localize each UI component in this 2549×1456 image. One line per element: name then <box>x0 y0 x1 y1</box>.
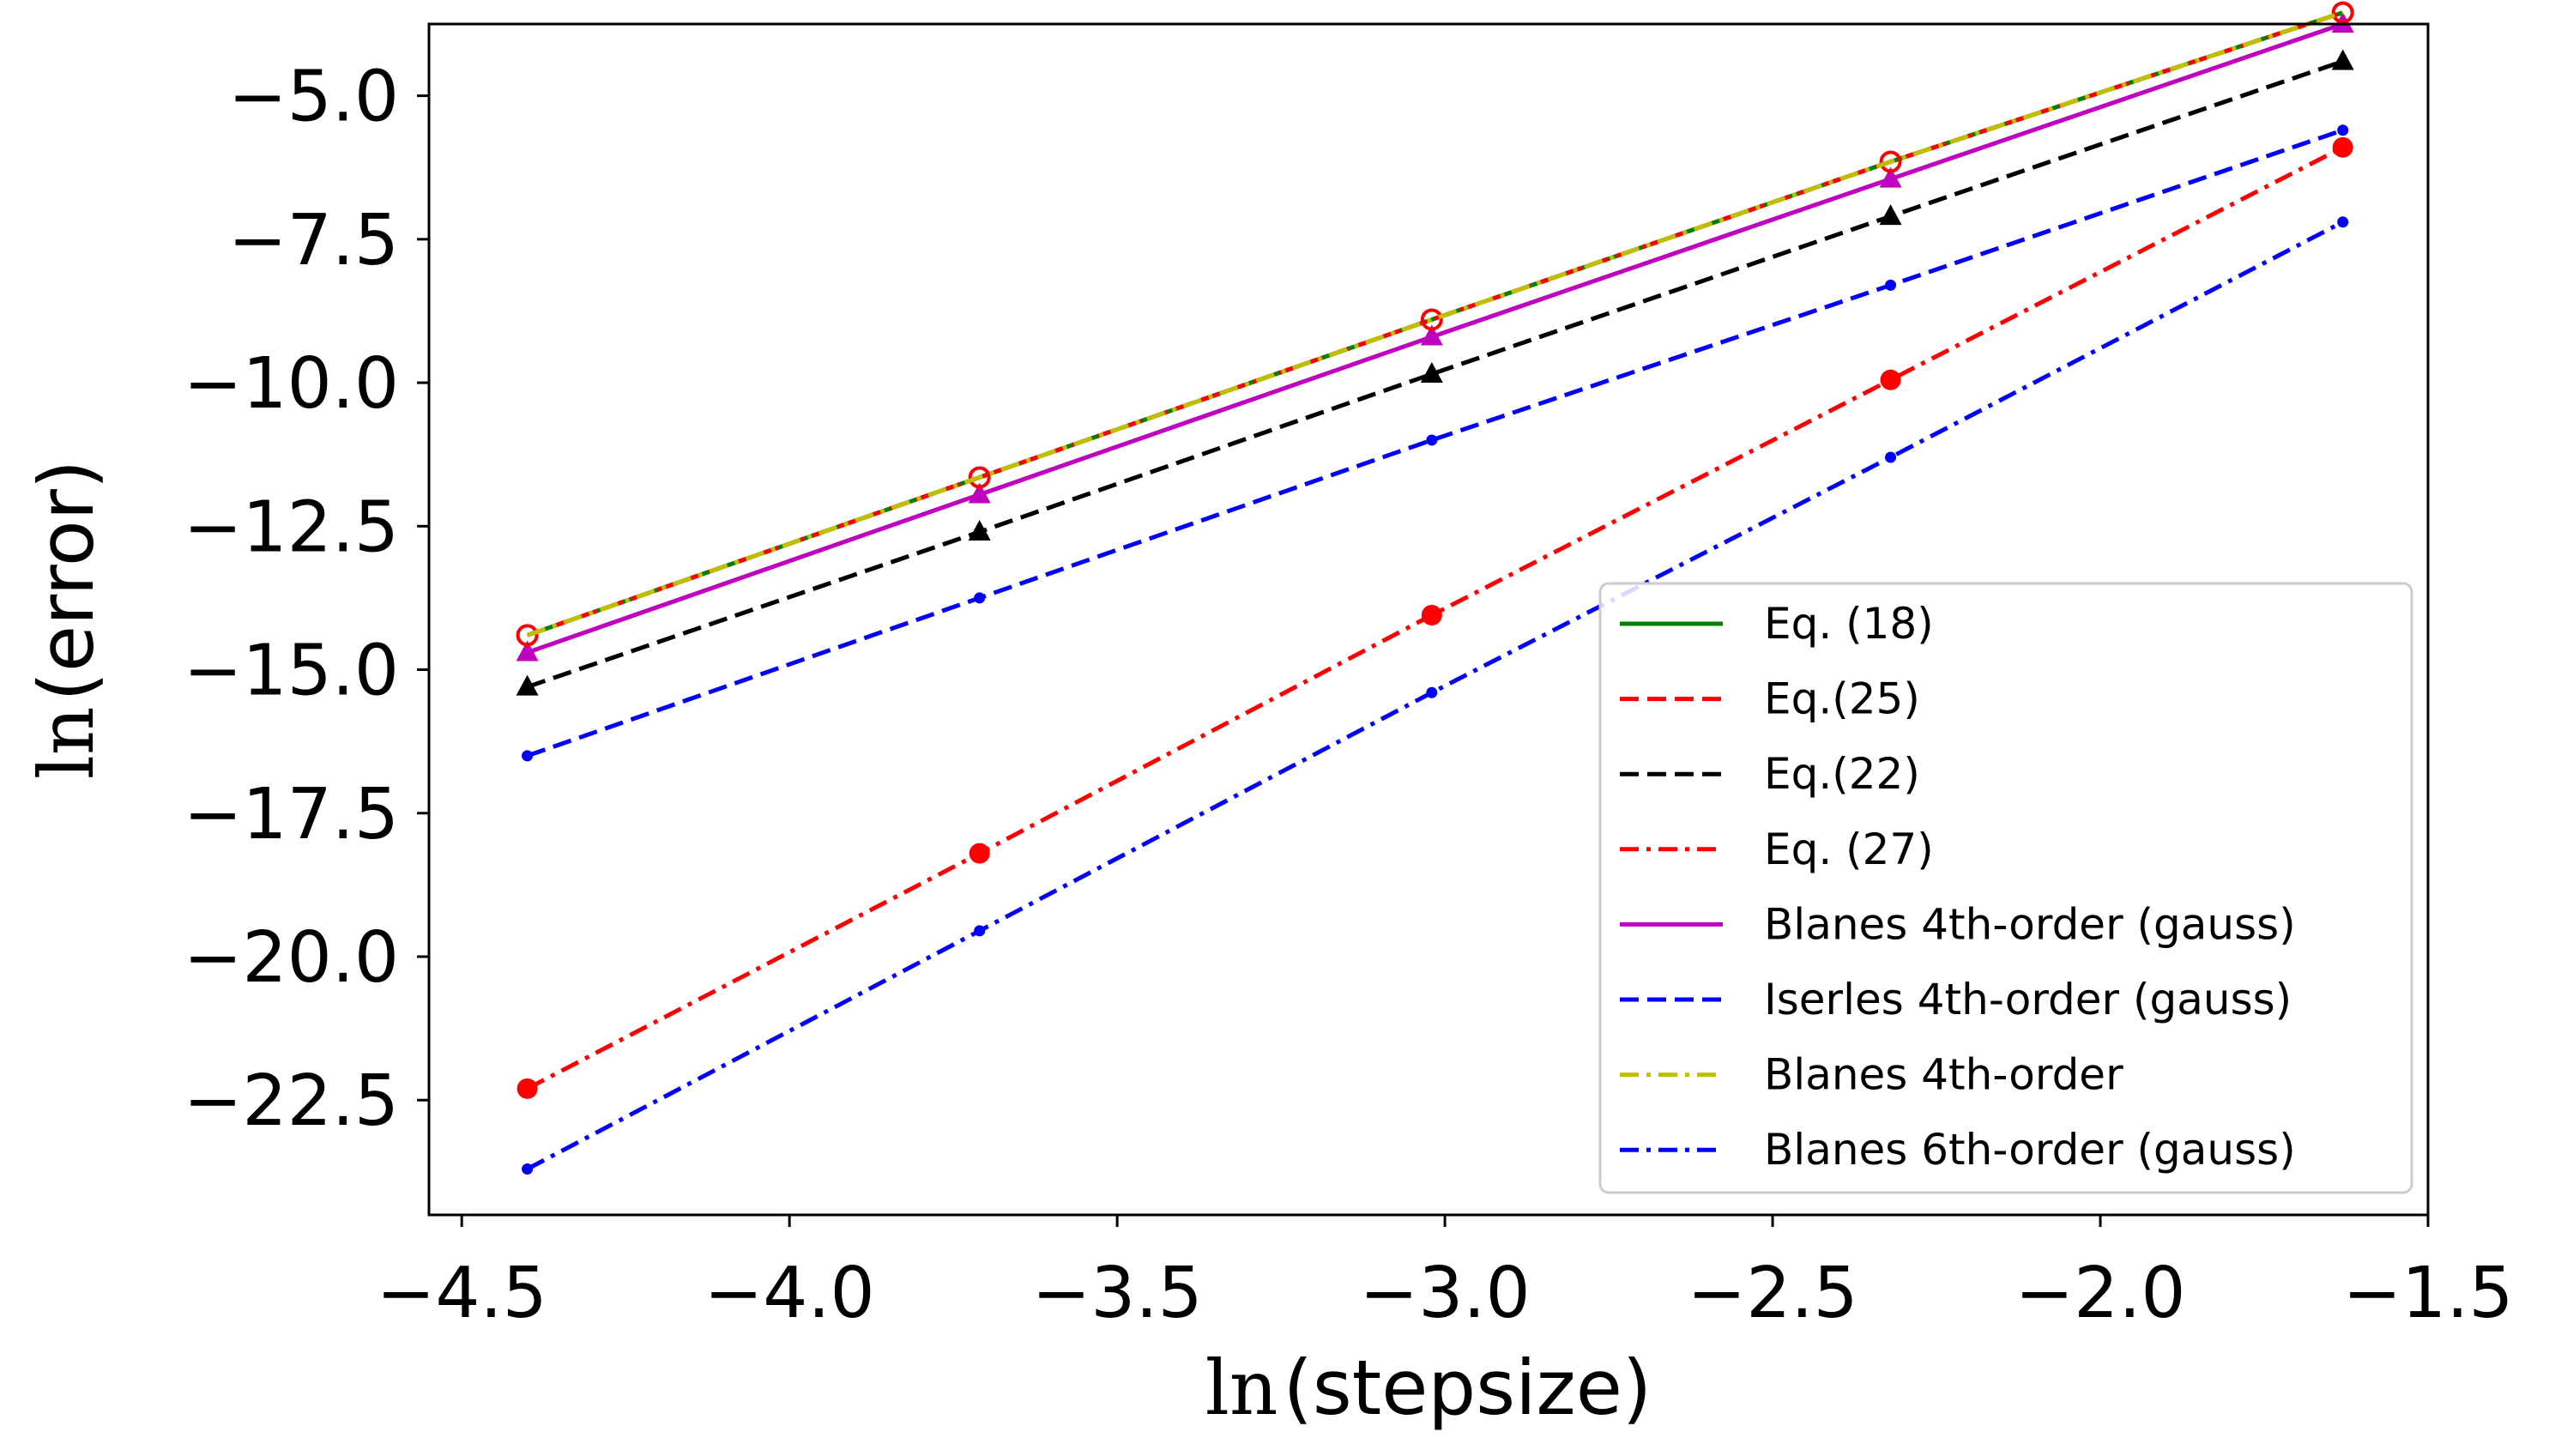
data-point <box>2337 216 2349 228</box>
x-tick-label: −2.5 <box>1688 1253 1858 1334</box>
series-layer <box>516 1 2354 1175</box>
legend-entry: Blanes 4th-order (gauss) <box>1620 899 2296 949</box>
legend-box <box>1598 582 2413 1194</box>
series-7 <box>526 10 2344 637</box>
legend-label: Blanes 4th-order <box>1764 1050 2123 1100</box>
data-point <box>1426 686 1438 698</box>
data-point <box>1880 369 1901 390</box>
legend-label: Blanes 6th-order (gauss) <box>1764 1125 2296 1175</box>
x-tick-label: −1.5 <box>2342 1253 2513 1334</box>
data-point <box>974 592 986 604</box>
data-point <box>516 624 539 647</box>
legend-entry: Eq. (27) <box>1620 825 1934 874</box>
series-6 <box>522 124 2349 762</box>
legend-label: Eq.(22) <box>1764 749 1920 799</box>
y-tick-label: −12.5 <box>184 486 399 568</box>
legend: Eq. (18) Eq.(25) Eq.(22) Eq. (27) Blanes 4th… <box>1598 582 2413 1194</box>
data-point <box>516 640 539 662</box>
data-point <box>1879 166 1902 188</box>
data-point <box>516 1078 538 1099</box>
x-axis-title: ln(stepsize) <box>1205 1344 1652 1432</box>
series-3 <box>516 49 2354 696</box>
x-axis-title-fn: ln <box>1205 1344 1278 1432</box>
data-point <box>2337 124 2349 136</box>
x-tick-label: −2.0 <box>2014 1253 2185 1334</box>
y-tick-label: −22.5 <box>184 1060 399 1142</box>
legend-entry: Iserles 4th-order (gauss) <box>1620 975 2292 1024</box>
data-point <box>1421 604 1442 625</box>
data-point <box>1879 204 1902 226</box>
y-tick-label: −10.0 <box>184 343 399 425</box>
x-tick-label: −3.5 <box>1032 1253 1203 1334</box>
data-point <box>1879 150 1902 173</box>
data-point <box>522 750 534 762</box>
y-tick-label: −20.0 <box>184 917 399 999</box>
legend-entry: Blanes 6th-order (gauss) <box>1620 1125 2296 1175</box>
x-tick-label: −3.0 <box>1360 1253 1531 1334</box>
x-tick-label: −4.5 <box>377 1253 547 1334</box>
series-line <box>526 10 2344 637</box>
data-point <box>516 674 539 696</box>
legend-entry: Eq. (18) <box>1620 599 1934 649</box>
series-8 <box>522 216 2349 1175</box>
plot-frame <box>427 22 2430 1217</box>
legend-entry: Blanes 4th-order <box>1620 1050 2123 1100</box>
y-tick-label: −15.0 <box>184 631 399 712</box>
legend-label: Eq. (18) <box>1764 599 1934 649</box>
y-axis-title: ln(error) <box>22 460 111 780</box>
legend-entry: Eq.(22) <box>1620 749 1920 799</box>
data-point <box>1885 279 1897 291</box>
legend-label: Blanes 4th-order (gauss) <box>1764 899 2296 949</box>
y-tick-label: −5.0 <box>228 57 399 138</box>
legend-label: Eq.(25) <box>1764 674 1920 724</box>
data-point <box>1420 362 1443 384</box>
x-tick-label: −4.0 <box>704 1253 875 1334</box>
data-point <box>974 925 986 937</box>
data-point <box>2331 49 2354 70</box>
data-point <box>2331 1 2354 24</box>
data-point <box>1420 324 1443 346</box>
x-axis-title-arg: (stepsize) <box>1284 1344 1652 1432</box>
series-line <box>526 59 2344 689</box>
y-axis: −5.0 −7.5 −10.0 −12.5 −15.0 −17.5 −20.0 −22.5 <box>184 57 429 1142</box>
legend-entry: Eq.(25) <box>1620 674 1920 724</box>
data-point <box>522 1163 534 1175</box>
y-axis-title-fn: ln <box>22 706 111 779</box>
legend-label: Iserles 4th-order (gauss) <box>1764 975 2292 1024</box>
x-axis: −4.5 −4.0 −3.5 −3.0 −2.5 −2.0 −1.5 <box>377 1215 2514 1334</box>
data-point <box>1426 434 1438 446</box>
data-point <box>2332 136 2353 158</box>
y-tick-label: −7.5 <box>228 200 399 281</box>
series-line <box>526 128 2344 758</box>
data-point <box>1885 451 1897 463</box>
series-4 <box>516 136 2353 1099</box>
data-point <box>969 843 990 864</box>
data-point <box>968 466 991 489</box>
y-axis-title-arg: (error) <box>22 460 111 702</box>
legend-label: Eq. (27) <box>1764 825 1934 874</box>
data-point <box>968 519 991 541</box>
y-tick-label: −17.5 <box>184 774 399 855</box>
data-point <box>1420 308 1443 331</box>
data-point <box>968 482 991 504</box>
